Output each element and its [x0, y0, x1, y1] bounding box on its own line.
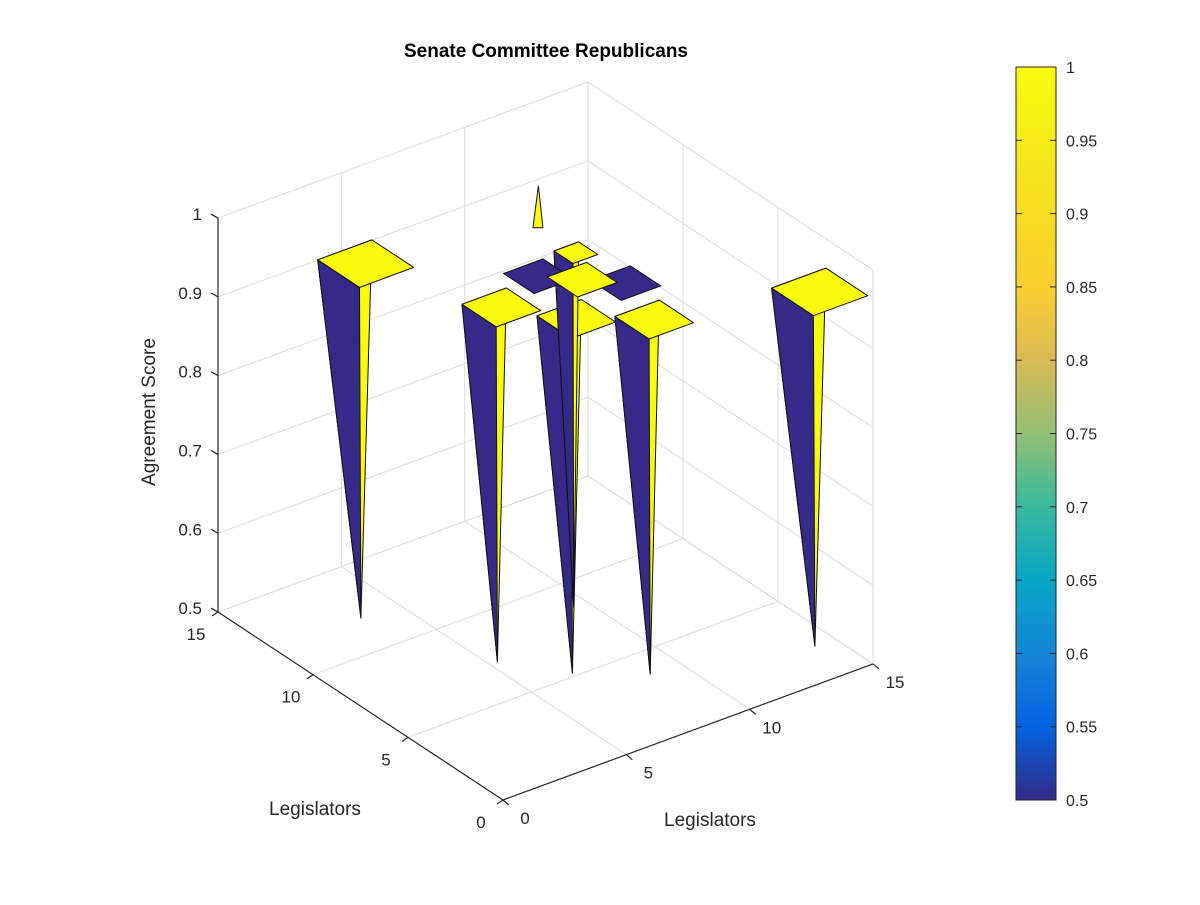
z-tick-mark: [210, 292, 219, 298]
x-axis-line: [502, 663, 874, 801]
plateau-cap-1: [590, 265, 662, 301]
side-wall-grid-h: [587, 475, 874, 665]
colorbar-tick-label: 0.6: [1066, 646, 1088, 663]
spike-front-4: [461, 303, 498, 663]
colorbar-tick-label: 0.75: [1066, 427, 1097, 444]
surface: [317, 185, 869, 675]
y-tick-mark: [306, 674, 314, 680]
z-tick-mark: [210, 449, 219, 455]
colorbar-tick-label: 0.65: [1066, 573, 1097, 590]
spike-top-3: [614, 299, 694, 340]
colorbar-tick-label: 0.5: [1066, 793, 1088, 810]
x-tick-mark: [872, 663, 880, 670]
colorbar-tick-label: 0.55: [1066, 720, 1097, 737]
y-tick-label: 15: [187, 625, 206, 644]
side-wall-grid-h: [587, 160, 874, 350]
x-tick-label: 10: [762, 718, 781, 737]
z-tick-label: 0.9: [178, 284, 202, 303]
z-tick-label: 0.7: [178, 441, 202, 460]
spike-needle: [532, 185, 544, 229]
x-axis-label: Legislators: [664, 810, 756, 831]
x-tick-mark: [749, 708, 757, 715]
z-tick-mark: [210, 528, 219, 534]
z-tick-label: 0.5: [178, 599, 202, 618]
plateau-cap-2: [546, 261, 618, 298]
x-tick-label: 5: [644, 764, 653, 783]
y-tick-mark: [211, 611, 219, 617]
z-tick-mark: [210, 607, 219, 613]
colorbar-tick-label: 0.85: [1066, 280, 1097, 297]
back-wall-grid-h: [217, 475, 589, 613]
side-wall-grid-h: [587, 81, 874, 271]
back-wall-grid-h: [217, 396, 589, 534]
colorbar-tick-label: 0.8: [1066, 353, 1088, 370]
colorbar-tick-label: 0.9: [1066, 207, 1088, 224]
back-wall-grid-h: [217, 317, 589, 455]
chart-title: Senate Committee Republicans: [404, 41, 688, 62]
z-tick-label: 1: [193, 205, 202, 224]
x-tick-mark: [625, 754, 633, 761]
floor-grid-y: [407, 600, 779, 738]
colorbar-tick-label: 1: [1066, 60, 1075, 77]
y-tick-label: 5: [381, 750, 390, 769]
y-tick-label: 10: [282, 688, 301, 707]
floor-grid-x: [341, 566, 627, 756]
colorbar: 0.5 0.55 0.6 0.65 0.7 0.75 0.8 0.85 0.9 0.95 1: [1015, 60, 1097, 810]
y-tick-label: 0: [476, 813, 485, 832]
colorbar-tick-label: 0.95: [1066, 133, 1097, 150]
back-wall-grid-h: [217, 81, 589, 219]
z-tick-mark: [210, 371, 219, 377]
colorbar-gradient: [1015, 66, 1057, 801]
axes: 0 5 10 15 0 5 10 15 0.5 0.6 0.7 0.8 0.9 1: [178, 205, 904, 832]
axes-grid: [217, 81, 874, 801]
back-wall-grid-h: [217, 160, 589, 298]
z-tick-label: 0.6: [178, 520, 202, 539]
spike-top-5: [553, 241, 599, 264]
back-wall-grid-h: [217, 239, 589, 377]
x-tick-label: 15: [886, 673, 905, 692]
z-tick-label: 0.8: [178, 363, 202, 382]
y-tick-mark: [401, 736, 409, 742]
y-axis-label: Legislators: [269, 799, 361, 820]
spike-top-0: [317, 239, 415, 288]
colorbar-ticks: 0.5 0.55 0.6 0.65 0.7 0.75 0.8 0.85 0.9 0.95 1: [1016, 60, 1097, 810]
z-tick-mark: [210, 213, 219, 219]
y-tick-mark: [496, 799, 504, 805]
colorbar-tick-label: 0.7: [1066, 500, 1088, 517]
spike-top-4: [461, 287, 542, 328]
spike-front-0: [317, 259, 362, 619]
spike-front-3: [614, 316, 651, 675]
x-tick-mark: [502, 799, 510, 806]
y-axis-line: [217, 611, 504, 801]
z-axis-label: Agreement Score: [139, 338, 160, 486]
floor-grid-x: [464, 520, 750, 710]
x-tick-label: 0: [520, 809, 529, 828]
spike-top-1: [771, 267, 869, 317]
